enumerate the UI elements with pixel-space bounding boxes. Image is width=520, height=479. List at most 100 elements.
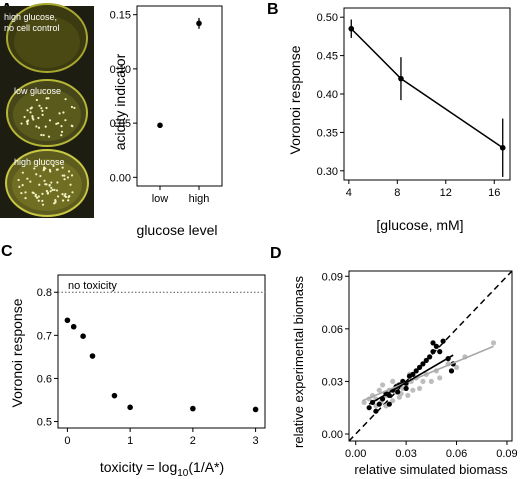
colony-dot — [43, 166, 46, 169]
plate-agar — [14, 16, 80, 68]
colony-dot — [24, 197, 27, 200]
colony-dot — [60, 124, 63, 128]
xtick-label: 3 — [253, 435, 259, 447]
ytick-label: 0.50 — [317, 12, 338, 24]
xtick-label: 4 — [346, 187, 352, 199]
colony-dot — [55, 122, 58, 125]
ytick-label: 0.03 — [322, 376, 343, 388]
chart-c-frame — [57, 274, 266, 429]
colony-dot — [35, 196, 39, 199]
chart-c-xlabel: toxicity = log10(1/A*) — [100, 459, 224, 479]
plate-label-low: low glucose — [14, 86, 61, 96]
colony-dot — [26, 109, 29, 112]
chart-c-xlabel-subscript: 10 — [177, 468, 189, 479]
data-point — [348, 25, 355, 32]
colony-dot — [51, 188, 54, 192]
colony-dot — [41, 113, 44, 116]
xtick-label: low — [152, 193, 169, 205]
ytick-label: 0.6 — [37, 373, 52, 385]
data-point-black — [437, 349, 443, 355]
plate-label-line2: no cell control — [4, 23, 60, 33]
colony-dot — [45, 97, 48, 100]
ytick-label: 0.7 — [37, 330, 52, 342]
data-point-gray — [410, 387, 416, 393]
fit-line-black — [368, 354, 454, 405]
xtick-label: 16 — [488, 187, 500, 199]
colony-dot — [34, 193, 37, 196]
colony-dot — [43, 179, 46, 182]
chart-d-xlabel: relative simulated biomass — [354, 462, 508, 477]
colony-dot — [17, 178, 20, 182]
panel-letter-c: C — [1, 243, 13, 260]
chart-c-xticks: 0 1 2 3 — [64, 428, 259, 447]
plate-photos: high glucose, no cell control low glucos… — [0, 3, 94, 218]
ytick-label: 0.00 — [110, 172, 131, 184]
chart-c-ylabel: Voronoi response — [9, 298, 25, 407]
chart-c-marks: no toxicity — [58, 280, 265, 413]
ytick-label: 0.45 — [317, 51, 338, 63]
data-point-black — [386, 392, 392, 399]
colony-dot — [73, 106, 76, 110]
data-point-black — [448, 368, 455, 374]
colony-dot — [40, 133, 43, 137]
chart-b-xlabel: [glucose, mM] — [376, 217, 463, 233]
ytick-label: 0.00 — [322, 429, 343, 441]
colony-dot — [23, 115, 26, 119]
colony-dot — [61, 174, 64, 177]
panel-letter-b: B — [267, 1, 279, 18]
chart-a-frame — [136, 5, 223, 187]
colony-dot — [64, 98, 67, 101]
colony-dot — [41, 199, 44, 202]
colony-dot — [45, 189, 48, 193]
colony-dot — [37, 116, 40, 120]
data-point-black — [410, 371, 416, 378]
data-point-gray — [416, 385, 423, 392]
colony-dot — [18, 185, 21, 188]
data-point-gray — [390, 378, 396, 385]
chart-d-marks — [348, 270, 513, 442]
colony-dot — [58, 112, 61, 115]
chart-d-xticks: 0.00 0.03 0.06 0.09 — [345, 441, 518, 460]
xtick-label: 12 — [440, 187, 452, 199]
ytick-label: 0.06 — [322, 324, 343, 336]
data-point-gray — [380, 382, 386, 388]
chart-b-frame — [343, 7, 511, 181]
ytick-label: 0.8 — [37, 287, 52, 299]
colony-dot — [42, 134, 45, 137]
colony-dot — [29, 180, 32, 183]
colony-dot — [33, 167, 36, 170]
chart-c-xlabel-suffix: (1/A*) — [188, 459, 224, 475]
colony-dot — [46, 192, 49, 195]
xtick-label: 0 — [64, 435, 70, 447]
colony-dot — [41, 109, 44, 113]
data-point-gray — [428, 378, 434, 385]
ytick-label: 0.5 — [37, 417, 52, 429]
colony-dot — [41, 203, 45, 206]
colony-dot — [38, 104, 41, 107]
colonies-high — [17, 164, 74, 206]
data-point — [196, 20, 202, 27]
colony-dot — [63, 174, 66, 177]
plate-high-glucose — [5, 149, 89, 217]
colony-dot — [32, 192, 35, 195]
colony-dot — [26, 119, 30, 122]
data-point-black — [386, 401, 392, 407]
xtick-label: 2 — [190, 435, 196, 447]
colony-dot — [31, 114, 34, 118]
data-point-black — [423, 357, 429, 363]
data-point-black — [395, 389, 401, 395]
chart-b-marks — [348, 19, 506, 177]
ytick-label: 0.09 — [322, 271, 343, 283]
data-point-gray — [453, 364, 460, 370]
data-point — [89, 353, 96, 359]
chart-b-ylabel: Voronoi response — [287, 45, 303, 154]
chart-a-yticks: 0.00 0.05 0.10 0.15 — [110, 10, 137, 184]
plate-label-high: high glucose — [14, 157, 65, 167]
colony-dot — [20, 122, 23, 125]
ytick-label: 0.30 — [317, 166, 338, 178]
colony-dot — [56, 181, 59, 184]
colony-dot — [61, 193, 64, 196]
colony-dot — [67, 199, 70, 202]
reference-label: no toxicity — [68, 280, 117, 292]
colony-dot — [54, 201, 57, 204]
